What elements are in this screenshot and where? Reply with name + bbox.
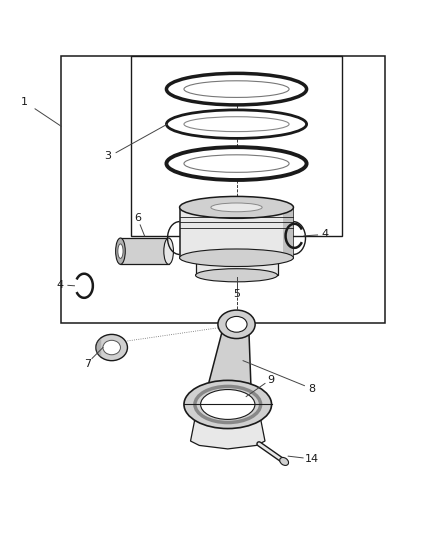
Text: 4: 4: [321, 229, 328, 239]
Ellipse shape: [226, 317, 247, 332]
Bar: [120, 238, 169, 264]
Bar: [195, 258, 278, 275]
Ellipse shape: [164, 238, 173, 264]
Text: 1: 1: [21, 97, 28, 107]
Ellipse shape: [118, 244, 123, 259]
Bar: [131, 56, 342, 236]
Polygon shape: [204, 323, 252, 407]
Text: 3: 3: [104, 151, 111, 161]
Text: 14: 14: [305, 454, 319, 464]
Ellipse shape: [116, 238, 125, 264]
Ellipse shape: [96, 334, 127, 361]
Ellipse shape: [218, 310, 255, 338]
Ellipse shape: [103, 340, 120, 355]
Text: 8: 8: [308, 384, 315, 394]
Bar: [283, 207, 293, 258]
Ellipse shape: [280, 457, 289, 465]
Bar: [180, 207, 293, 258]
Ellipse shape: [184, 381, 272, 429]
Ellipse shape: [184, 117, 289, 132]
Text: 4: 4: [57, 280, 64, 290]
Bar: [61, 56, 385, 324]
Ellipse shape: [184, 81, 289, 98]
Ellipse shape: [195, 269, 278, 282]
Ellipse shape: [211, 203, 262, 212]
Ellipse shape: [166, 110, 307, 139]
Text: 5: 5: [233, 289, 240, 298]
Text: 6: 6: [134, 213, 141, 223]
Ellipse shape: [201, 390, 255, 419]
Ellipse shape: [166, 74, 307, 105]
Ellipse shape: [166, 147, 307, 180]
Ellipse shape: [180, 197, 293, 219]
Ellipse shape: [180, 249, 293, 266]
Polygon shape: [191, 419, 265, 449]
Text: 7: 7: [84, 359, 91, 369]
Ellipse shape: [184, 155, 289, 172]
Polygon shape: [96, 338, 101, 357]
Text: 9: 9: [267, 375, 274, 385]
